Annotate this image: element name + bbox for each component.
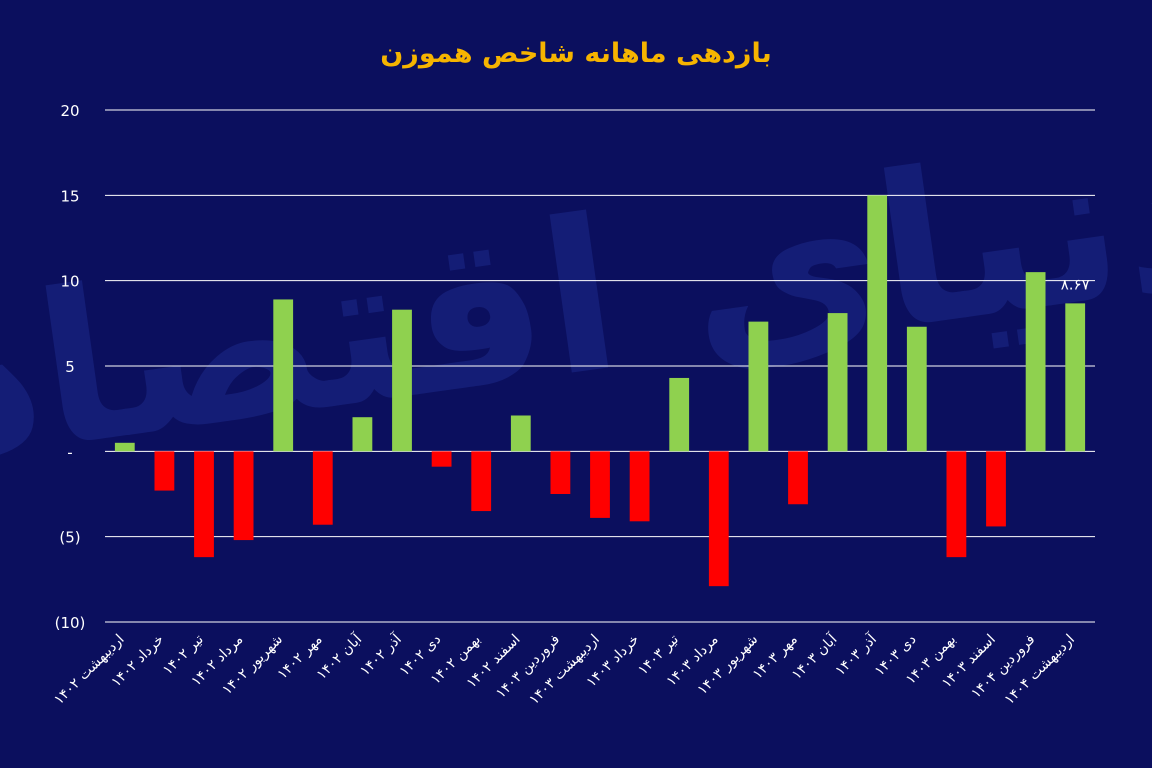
bar bbox=[550, 451, 571, 494]
bar bbox=[471, 451, 492, 512]
data-labels: ۸.۶۷ bbox=[1061, 275, 1090, 293]
bar bbox=[392, 309, 412, 452]
chart-title: بازدهی ماهانه شاخص هموزن bbox=[380, 38, 771, 69]
bar bbox=[788, 451, 808, 505]
bar bbox=[946, 451, 967, 558]
bar bbox=[233, 451, 254, 541]
bar bbox=[114, 442, 135, 452]
y-tick-label: 5 bbox=[65, 358, 75, 376]
bar bbox=[827, 313, 848, 452]
x-tick-label: آبان ۱۴۰۳ bbox=[788, 630, 841, 683]
bars bbox=[114, 195, 1086, 587]
bar bbox=[273, 299, 294, 452]
bar bbox=[431, 451, 452, 467]
bar bbox=[669, 377, 690, 452]
data-label: ۸.۶۷ bbox=[1061, 275, 1090, 293]
bar bbox=[1065, 303, 1086, 452]
x-tick-label: آبان ۱۴۰۲ bbox=[313, 630, 366, 683]
x-tick-label: اردیبهشت ۱۴۰۲ bbox=[51, 632, 128, 709]
x-tick-label: آذر ۱۴۰۲ bbox=[356, 630, 405, 679]
y-tick-label: 20 bbox=[60, 102, 79, 120]
bar bbox=[1025, 272, 1046, 452]
watermark-text: دنیای اقتصاد bbox=[0, 86, 1152, 510]
y-tick-label: (10) bbox=[55, 614, 86, 632]
bar bbox=[510, 415, 531, 452]
x-tick-label: اردیبهشت ۱۴۰۳ bbox=[526, 632, 603, 709]
bar bbox=[708, 451, 729, 587]
bar bbox=[867, 195, 888, 452]
y-tick-label: - bbox=[67, 443, 72, 461]
x-tick-label: آذر ۱۴۰۳ bbox=[832, 630, 881, 679]
bar bbox=[629, 451, 650, 522]
bar bbox=[986, 451, 1006, 527]
y-tick-label: 10 bbox=[60, 273, 79, 291]
x-tick-label: اردیبهشت ۱۴۰۴ bbox=[1001, 632, 1078, 709]
bar bbox=[748, 321, 769, 452]
y-tick-label: 15 bbox=[60, 187, 79, 205]
bar bbox=[312, 451, 333, 525]
y-axis-ticks: 20 15 10 5 - (5) (10) bbox=[55, 102, 86, 632]
bar bbox=[906, 326, 927, 452]
bar bbox=[352, 417, 373, 452]
bar bbox=[154, 451, 175, 491]
bar bbox=[590, 451, 610, 518]
y-tick-label: (5) bbox=[59, 529, 80, 547]
bar bbox=[194, 451, 214, 558]
